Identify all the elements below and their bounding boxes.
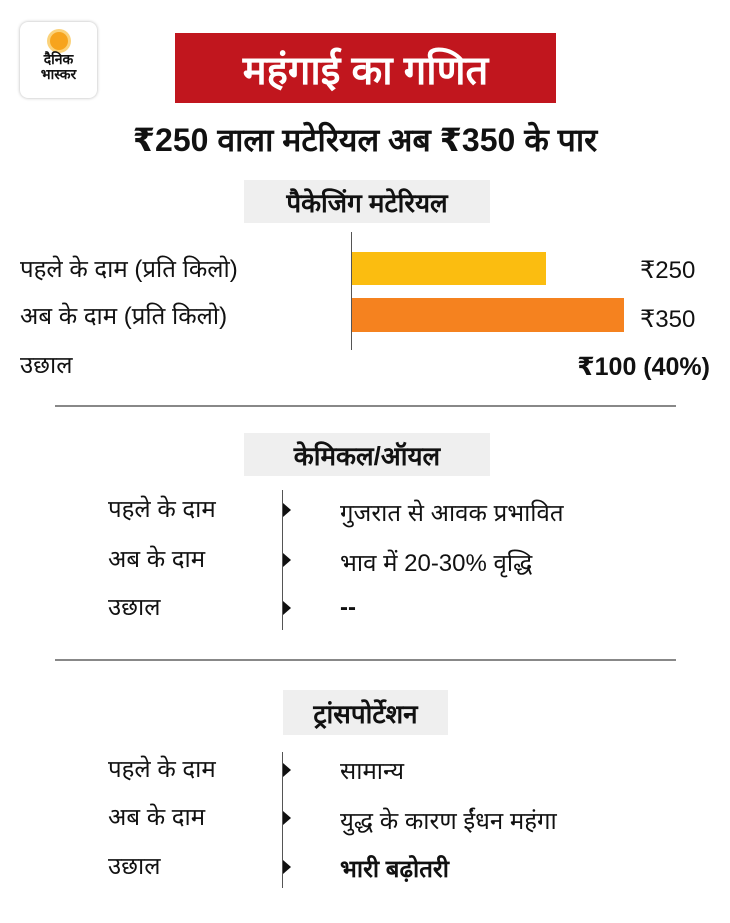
row-value: युद्ध के कारण ईंधन महंगा: [340, 808, 557, 835]
category-label-before: पहले के दाम (प्रति किलो): [20, 256, 238, 283]
logo-line2: भास्कर: [40, 66, 77, 82]
section-title-transport: ट्रांसपोर्टेशन: [283, 690, 448, 735]
sun-icon: [49, 32, 68, 50]
rise-label: उछाल: [20, 352, 73, 379]
divider: [55, 659, 676, 661]
arrow-icon: [283, 601, 291, 615]
category-label-after: अब के दाम (प्रति किलो): [20, 303, 228, 330]
section-title-chemical: केमिकल/ऑयल: [244, 433, 490, 476]
chart-axis: [351, 232, 352, 350]
section-line: [282, 490, 283, 630]
bar-after: [352, 298, 624, 332]
chart-title: पैकेजिंग मटेरियल: [244, 180, 490, 223]
subtitle: ₹250 वाला मटेरियल अब ₹350 के पार: [132, 122, 598, 158]
row-value: --: [340, 594, 356, 621]
logo-line1: दैनिक: [43, 51, 74, 67]
row-value: भाव में 20-30% वृद्धि: [340, 550, 533, 577]
row-label: अब के दाम: [108, 804, 206, 831]
rise-value: ₹100 (40%): [577, 353, 710, 381]
row-value: गुजरात से आवक प्रभावित: [340, 500, 564, 527]
arrow-icon: [283, 811, 291, 825]
arrow-icon: [283, 860, 291, 874]
row-label: उछाल: [108, 853, 161, 880]
row-label: उछाल: [108, 594, 161, 621]
dainik-bhaskar-logo: दैनिक भास्कर: [20, 22, 97, 98]
bar-before: [352, 252, 547, 285]
value-label-after: ₹350: [640, 306, 696, 333]
value-label-before: ₹250: [640, 257, 696, 284]
divider: [55, 405, 676, 407]
arrow-icon: [283, 503, 291, 517]
row-label: पहले के दाम: [108, 756, 216, 783]
row-label: अब के दाम: [108, 546, 206, 573]
arrow-icon: [283, 763, 291, 777]
arrow-icon: [283, 553, 291, 567]
section-line: [282, 752, 283, 888]
row-value: भारी बढ़ोतरी: [340, 856, 449, 883]
row-label: पहले के दाम: [108, 496, 216, 523]
title-banner: महंगाई का गणित: [175, 33, 556, 103]
row-value: सामान्य: [340, 758, 405, 785]
